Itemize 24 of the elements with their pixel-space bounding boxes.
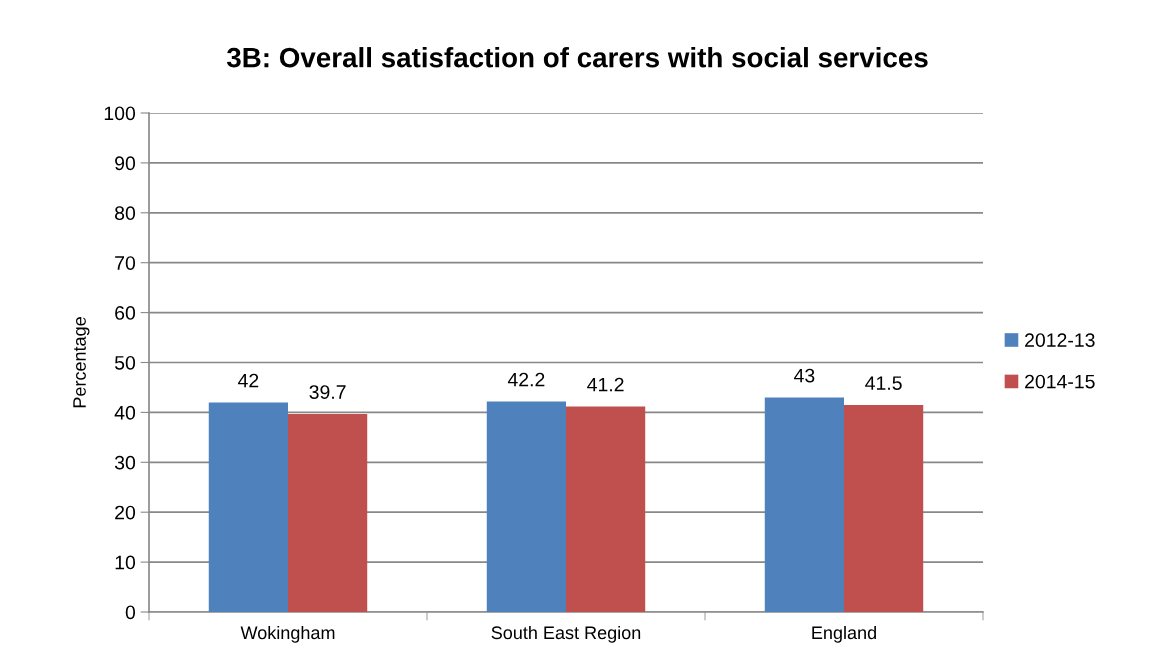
data-label: 41.2 [587,377,624,392]
y-tick-label: 70 [115,256,136,270]
y-tick-label: 60 [115,306,136,320]
data-label: 42 [238,373,259,388]
chart-title: 3B: Overall satisfaction of carers with social services [226,47,928,68]
y-tick-label: 100 [104,106,136,121]
y-tick-label: 10 [115,555,136,570]
x-tick-label: Wokingham [240,625,335,643]
legend-label: 2014-15 [1025,374,1095,389]
y-tick-label: 0 [125,605,136,620]
x-tick-label: England [812,625,876,643]
legend-label: 2012-13 [1025,333,1095,347]
y-tick-label: 90 [115,156,136,171]
y-tick-label: 20 [115,505,136,520]
y-tick-label: 50 [114,355,136,370]
y-tick-label: 30 [114,455,136,470]
data-label: 43 [794,368,815,383]
data-label: 42.2 [507,372,545,387]
y-axis-title: Percentage [73,317,90,408]
data-label: 41.5 [865,376,902,390]
data-label: 39.7 [309,385,346,399]
y-tick-label: 40 [114,405,136,420]
y-tick-label: 80 [115,206,136,221]
x-tick-label: South East Region [491,625,641,643]
